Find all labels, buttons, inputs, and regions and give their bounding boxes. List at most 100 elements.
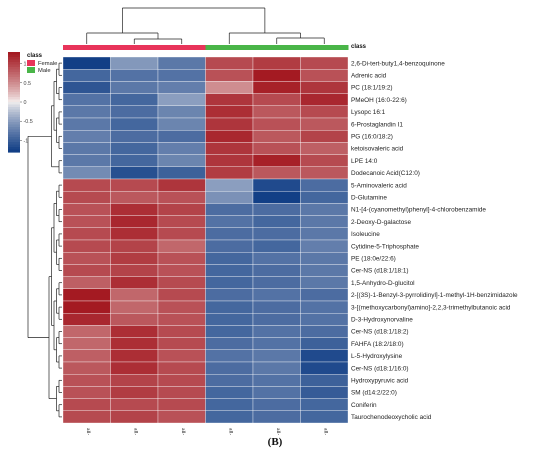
heatmap-cell <box>157 178 206 192</box>
heatmap-cell <box>157 117 206 131</box>
heatmap-cell <box>300 374 349 387</box>
heatmap-cell <box>62 349 111 363</box>
colorbar-segment <box>8 82 20 86</box>
heatmap-cell <box>157 227 206 241</box>
heatmap-cell <box>62 337 111 350</box>
heatmap-cell <box>110 313 159 326</box>
heatmap-cells <box>62 56 349 424</box>
heatmap-cell <box>62 239 111 253</box>
colorbar-segment <box>8 129 20 133</box>
heatmap-cell <box>62 117 111 131</box>
colorbar-segment <box>8 119 20 123</box>
heatmap-cell <box>300 117 349 131</box>
colorbar-segment <box>8 117 20 121</box>
colorbar-segment <box>8 134 20 138</box>
heatmap-cell <box>300 203 349 216</box>
heatmap-cell <box>110 69 159 82</box>
heatmap-cell <box>157 288 206 302</box>
heatmap-cell <box>62 215 111 228</box>
heatmap-cell <box>300 300 349 314</box>
colorbar-segment <box>8 109 20 113</box>
heatmap-cell <box>252 264 301 277</box>
heatmap-cell <box>205 69 254 82</box>
heatmap-cell <box>157 374 206 387</box>
heatmap-cell <box>300 93 349 106</box>
heatmap-cell <box>205 288 254 302</box>
row-labels: 2,6-Di-tert-buty1,4-benzoquinone Adrenic … <box>351 60 518 421</box>
legend-label-male: Male <box>38 68 51 74</box>
heatmap-cell <box>205 398 254 411</box>
heatmap-cell <box>62 227 111 241</box>
row-label: LPE 14:0 <box>351 158 378 165</box>
heatmap-cell <box>300 215 349 228</box>
row-label: Taurochenodeoxycholic acid <box>351 414 432 421</box>
row-label: Lysopc 16:1 <box>351 109 386 116</box>
heatmap-cell <box>205 276 254 289</box>
heatmap-cell <box>252 227 301 241</box>
heatmap-cell <box>157 56 206 70</box>
colorbar-segment <box>8 149 20 153</box>
row-label: Isoleucine <box>351 231 380 238</box>
heatmap-cell <box>157 313 206 326</box>
column-label: all-VE 11-5 <box>322 428 328 435</box>
colorbar-tick-label: 0 <box>24 100 27 106</box>
heatmap-cell <box>252 313 301 326</box>
heatmap-cell <box>157 130 206 143</box>
heatmap-cell <box>300 288 349 302</box>
heatmap-cell <box>252 69 301 82</box>
row-label: D-Glutamine <box>351 195 387 202</box>
column-label: all-VE 11-4 <box>132 428 138 435</box>
heatmap-cell <box>157 69 206 82</box>
heatmap-cell <box>252 215 301 228</box>
heatmap-cell <box>157 337 206 350</box>
heatmap-cell <box>62 69 111 82</box>
heatmap-cell <box>205 166 254 180</box>
row-label: FAHFA (18:2/18:0) <box>351 341 404 348</box>
heatmap-cell <box>110 239 159 253</box>
heatmap-cell <box>205 154 254 167</box>
heatmap-cell <box>252 276 301 289</box>
row-label: 2-Deoxy-D-galactose <box>351 219 411 226</box>
heatmap-cell <box>252 117 301 131</box>
column-dendrogram <box>86 7 325 44</box>
heatmap-cell <box>300 166 349 180</box>
heatmap-cell <box>157 203 206 216</box>
heatmap-cell <box>157 410 206 424</box>
column-label: all-VE 11-3 <box>85 428 91 435</box>
colorbar-segment <box>8 124 20 128</box>
heatmap-cell <box>300 398 349 411</box>
heatmap-cell <box>62 300 111 314</box>
heatmap-cell <box>205 239 254 253</box>
heatmap-cell <box>110 203 159 216</box>
heatmap-cell <box>205 349 254 363</box>
row-label: 1,5-Anhydro-D-glucitol <box>351 280 415 287</box>
heatmap-cell <box>205 252 254 265</box>
heatmap-cell <box>205 300 254 314</box>
heatmap-cell <box>252 203 301 216</box>
heatmap-cell <box>252 349 301 363</box>
heatmap-cell <box>252 191 301 204</box>
heatmap-cell <box>205 386 254 399</box>
heatmap-cell <box>300 81 349 94</box>
row-dendrogram <box>27 62 62 418</box>
row-label: Cer-NS (d18:1/18:1) <box>351 268 409 275</box>
heatmap-cell <box>252 154 301 167</box>
heatmap-cell <box>62 56 111 70</box>
heatmap-cell <box>62 386 111 399</box>
heatmap-cell <box>110 154 159 167</box>
colorbar-segment <box>8 92 20 96</box>
heatmap-cell <box>62 130 111 143</box>
heatmap-cell <box>205 81 254 94</box>
row-label: 3-[(methoxycarbonyl)amino]-2,2,3-trimeth… <box>351 304 511 311</box>
column-label: all-VE 11-2 <box>227 428 233 435</box>
colorbar-segment <box>8 67 20 71</box>
row-label: PG (16:0/18:2) <box>351 134 393 141</box>
heatmap-cell <box>157 252 206 265</box>
row-label: Coniferin <box>351 402 377 409</box>
row-label: 5-Aminovaleric acid <box>351 182 407 189</box>
heatmap-cell <box>300 239 349 253</box>
heatmap-cell <box>252 374 301 387</box>
heatmap-cell <box>205 374 254 387</box>
column-label: all-VE 11-1 <box>275 428 281 435</box>
colorbar-segment <box>8 89 20 93</box>
